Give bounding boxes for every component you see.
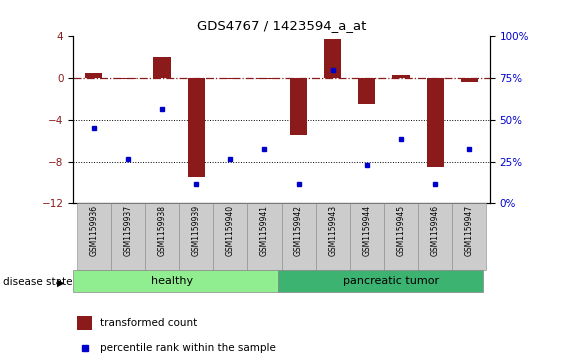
Bar: [154, 57, 171, 78]
FancyBboxPatch shape: [73, 270, 278, 292]
Text: GSM1159943: GSM1159943: [328, 205, 337, 256]
Text: percentile rank within the sample: percentile rank within the sample: [100, 343, 276, 353]
FancyBboxPatch shape: [213, 203, 247, 270]
Text: GSM1159945: GSM1159945: [396, 205, 405, 256]
Text: GSM1159939: GSM1159939: [191, 205, 200, 256]
Bar: [324, 40, 341, 78]
FancyBboxPatch shape: [111, 203, 145, 270]
Bar: [85, 73, 102, 78]
FancyBboxPatch shape: [145, 203, 179, 270]
Text: GSM1159941: GSM1159941: [260, 205, 269, 256]
FancyBboxPatch shape: [384, 203, 418, 270]
FancyBboxPatch shape: [418, 203, 452, 270]
Text: healthy: healthy: [151, 276, 193, 286]
Text: GSM1159937: GSM1159937: [123, 205, 132, 256]
Text: ▶: ▶: [57, 277, 65, 287]
Bar: [461, 78, 478, 82]
Text: transformed count: transformed count: [100, 318, 198, 328]
Text: pancreatic tumor: pancreatic tumor: [343, 276, 439, 286]
Bar: [358, 78, 376, 104]
Text: GSM1159938: GSM1159938: [158, 205, 167, 256]
FancyBboxPatch shape: [452, 203, 486, 270]
Bar: [222, 78, 239, 79]
Bar: [77, 316, 92, 330]
Text: GSM1159942: GSM1159942: [294, 205, 303, 256]
FancyBboxPatch shape: [247, 203, 282, 270]
Text: GSM1159944: GSM1159944: [363, 205, 372, 256]
FancyBboxPatch shape: [316, 203, 350, 270]
Text: GSM1159940: GSM1159940: [226, 205, 235, 256]
Bar: [427, 78, 444, 167]
FancyBboxPatch shape: [278, 270, 483, 292]
Bar: [256, 78, 273, 79]
Bar: [392, 75, 409, 78]
Text: GSM1159946: GSM1159946: [431, 205, 440, 256]
Text: GSM1159936: GSM1159936: [89, 205, 98, 256]
FancyBboxPatch shape: [179, 203, 213, 270]
Text: GSM1159947: GSM1159947: [465, 205, 474, 256]
Bar: [187, 78, 205, 177]
Text: disease state: disease state: [3, 277, 72, 287]
Bar: [290, 78, 307, 135]
Bar: [119, 78, 136, 79]
FancyBboxPatch shape: [350, 203, 384, 270]
Title: GDS4767 / 1423594_a_at: GDS4767 / 1423594_a_at: [197, 19, 366, 32]
FancyBboxPatch shape: [77, 203, 111, 270]
FancyBboxPatch shape: [282, 203, 316, 270]
